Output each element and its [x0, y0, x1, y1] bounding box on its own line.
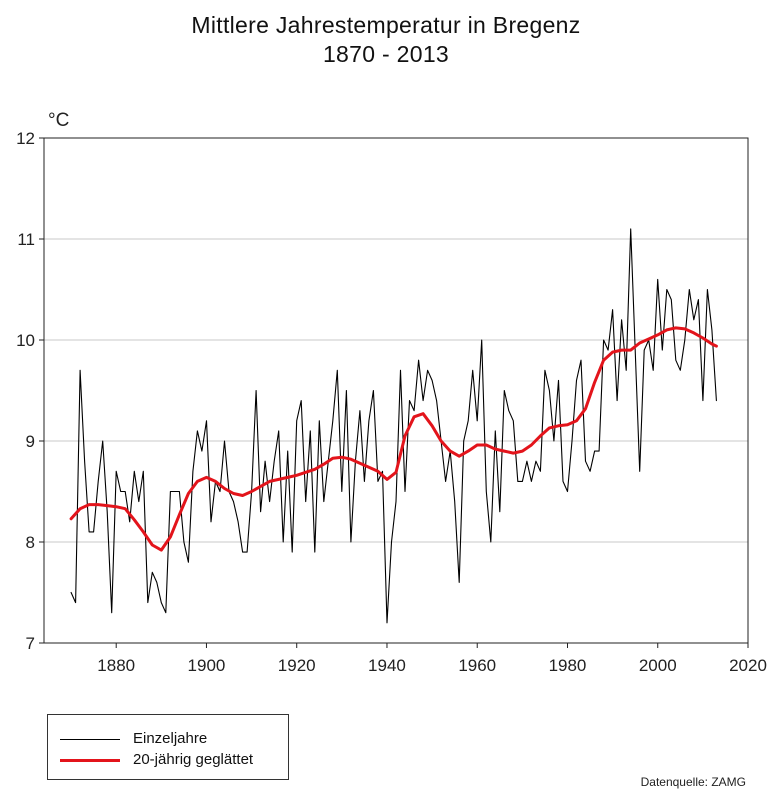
y-tick-label: 9 [26, 432, 35, 451]
plot-frame [43, 137, 749, 644]
x-tick-label: 1900 [188, 656, 226, 675]
y-tick-label: 7 [26, 634, 35, 653]
series-line-smoothed [69, 326, 718, 552]
x-tick-label: 1880 [97, 656, 135, 675]
x-tick-label: 2020 [729, 656, 767, 675]
legend-swatch-einzeljahre [60, 739, 120, 740]
y-tick-label: 10 [16, 331, 35, 350]
x-tick-label: 2000 [639, 656, 677, 675]
legend-item-einzeljahre: Einzeljahre [48, 729, 288, 749]
y-tick-label: 12 [16, 129, 35, 148]
source-note: Datenquelle: ZAMG [640, 775, 746, 789]
y-axis-unit: °C [48, 110, 69, 131]
series-layer [69, 228, 718, 624]
chart-canvas: 7 8 9 10 11 12 1880 1900 1920 1940 1960 1980 2000 202… [16, 110, 767, 675]
x-tick-label: 1940 [368, 656, 406, 675]
y-tick-label: 8 [26, 533, 35, 552]
series-line-einzeljahre [70, 228, 717, 624]
legend-item-smoothed: 20-jährig geglättet [48, 750, 288, 770]
x-tick-label: 1960 [458, 656, 496, 675]
tick-labels: 7 8 9 10 11 12 1880 1900 1920 1940 1960 1980 2000 202… [16, 110, 767, 675]
x-tick-label: 1980 [549, 656, 587, 675]
y-tick-label: 11 [17, 230, 35, 249]
legend-swatch-smoothed [60, 759, 120, 762]
legend-label-smoothed: 20-jährig geglättet [133, 751, 254, 768]
chart-subtitle: 1870 - 2013 [322, 41, 450, 67]
axes [39, 137, 749, 648]
legend: Einzeljahre 20-jährig geglättet [47, 714, 289, 780]
legend-label-einzeljahre: Einzeljahre [133, 730, 208, 747]
chart-title: Mittlere Jahrestemperatur in Bregenz [191, 12, 581, 38]
x-tick-label: 1920 [278, 656, 316, 675]
